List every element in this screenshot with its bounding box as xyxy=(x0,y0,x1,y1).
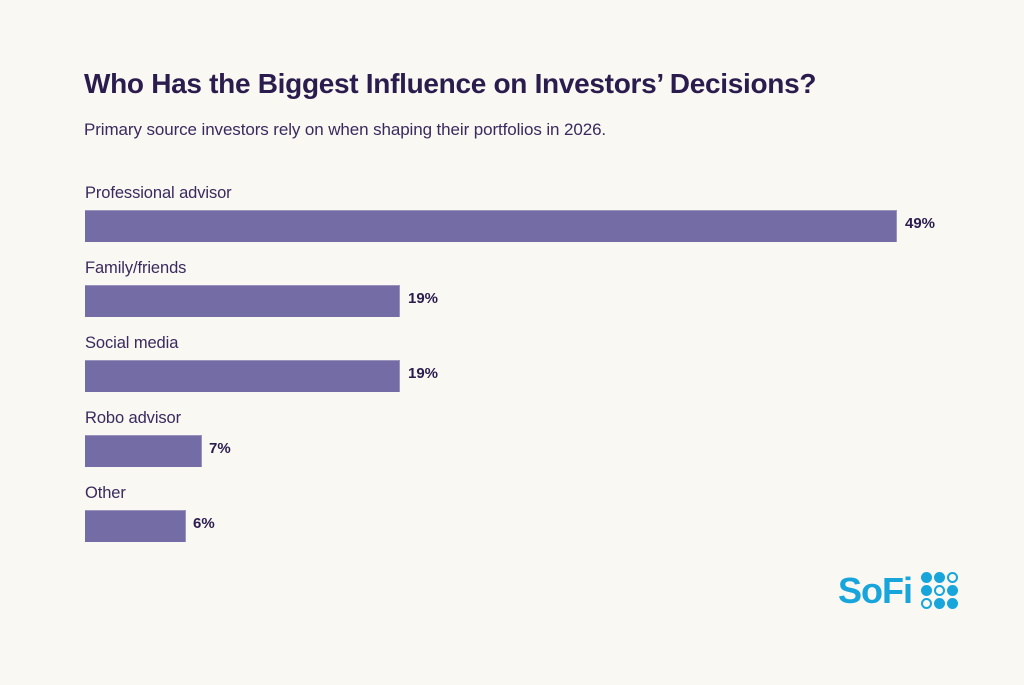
bar-category-label: Social media xyxy=(85,334,179,352)
bar-track xyxy=(85,510,186,542)
bar-category-label: Robo advisor xyxy=(85,409,182,427)
bar-group: Professional advisor 49% xyxy=(0,184,1024,259)
bar-category-label: Family/friends xyxy=(85,259,187,277)
logo-dot xyxy=(947,572,958,583)
logo-dot xyxy=(934,585,945,596)
logo-dot xyxy=(921,585,932,596)
logo-dot xyxy=(921,598,932,609)
bar-track xyxy=(85,435,202,467)
bar-fill xyxy=(85,510,186,542)
bar-value-label: 49% xyxy=(905,215,936,232)
bar-fill xyxy=(85,210,897,242)
logo-dot xyxy=(947,598,958,609)
bar-fill xyxy=(85,360,400,392)
bar-value-label: 7% xyxy=(209,440,231,457)
bar-track xyxy=(85,210,897,242)
bar-category-label: Other xyxy=(85,484,126,502)
bar-value-label: 6% xyxy=(193,515,215,532)
bar-category-label: Professional advisor xyxy=(85,184,232,202)
bar-group: Family/friends 19% xyxy=(0,259,1024,334)
bar-group: Social media 19% xyxy=(0,334,1024,409)
logo-dot xyxy=(921,572,932,583)
bar-track xyxy=(85,285,400,317)
bar-value-label: 19% xyxy=(408,365,439,382)
bar-group: Other 6% xyxy=(0,484,1024,559)
sofi-dot-grid-icon xyxy=(921,572,958,609)
bar-track xyxy=(85,360,400,392)
bar-group: Robo advisor 7% xyxy=(0,409,1024,484)
chart-subtitle: Primary source investors rely on when sh… xyxy=(84,120,607,139)
logo-dot xyxy=(934,598,945,609)
bar-chart-plot-area: Professional advisor 49% Family/friends … xyxy=(0,184,1024,559)
logo-dot xyxy=(947,585,958,596)
chart-title: Who Has the Biggest Influence on Investo… xyxy=(84,68,817,99)
bar-value-label: 19% xyxy=(408,290,439,307)
sofi-logo: SoFi xyxy=(838,572,958,609)
sofi-wordmark: SoFi xyxy=(838,569,913,611)
bar-fill xyxy=(85,435,202,467)
bar-fill xyxy=(85,285,400,317)
logo-dot xyxy=(934,572,945,583)
